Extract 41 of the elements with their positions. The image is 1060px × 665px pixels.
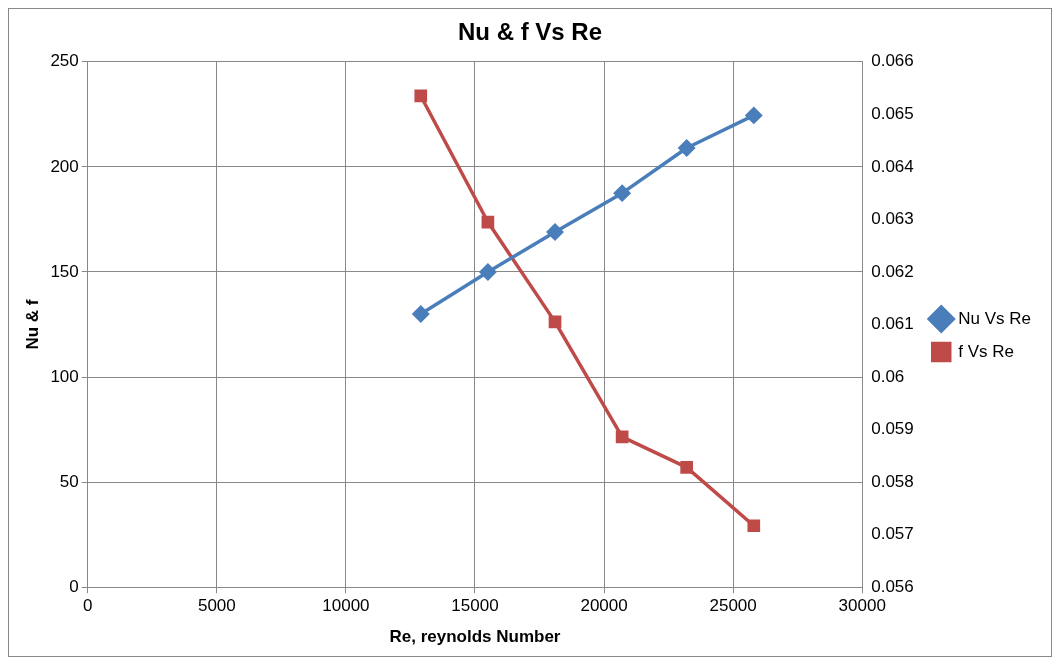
x-axis-title: Re, reynolds Number — [389, 627, 561, 647]
y-tick-label: 0 — [69, 576, 79, 596]
point — [412, 305, 430, 323]
y2-tick-label: 0.062 — [871, 261, 914, 281]
point — [680, 461, 694, 474]
y2-tick-label: 0.064 — [871, 156, 914, 176]
point — [548, 315, 562, 329]
chart-title: Nu & f Vs Re — [457, 18, 603, 46]
legend-label: f Vs Re — [958, 341, 1014, 361]
y-axis-title: Nu & f — [22, 299, 42, 350]
y-tick-label: 50 — [59, 471, 79, 491]
y2-tick-label: 0.058 — [871, 471, 914, 491]
y-tick-label: 150 — [50, 261, 79, 281]
x-tick-label: 0 — [83, 596, 93, 616]
x-tick-label: 5000 — [197, 596, 236, 616]
x-tick-label: 30000 — [838, 596, 886, 616]
x-tick-label: 20000 — [580, 596, 628, 616]
y-tick-label: 200 — [50, 156, 79, 176]
x-tick-label: 15000 — [451, 596, 499, 616]
y2-tick-label: 0.061 — [871, 314, 914, 334]
y2-tick-label: 0.059 — [871, 419, 914, 439]
point — [546, 223, 564, 241]
y-tick-label: 250 — [50, 51, 79, 71]
y2-tick-label: 0.056 — [871, 576, 914, 596]
point — [481, 215, 495, 229]
x-tick-label: 25000 — [709, 596, 757, 616]
y2-tick-label: 0.057 — [871, 524, 914, 544]
y2-tick-label: 0.065 — [871, 104, 914, 124]
y2-tick-label: 0.066 — [871, 51, 914, 71]
point — [414, 89, 428, 103]
point — [479, 263, 497, 281]
legend-label: Nu Vs Re — [958, 308, 1031, 328]
x-tick-label: 10000 — [322, 596, 370, 616]
point — [615, 430, 629, 444]
y-tick-label: 100 — [50, 366, 79, 386]
point — [747, 519, 761, 533]
y2-tick-label: 0.06 — [871, 366, 905, 386]
point — [745, 107, 763, 124]
y2-tick-label: 0.063 — [871, 209, 914, 229]
point — [613, 184, 631, 202]
point — [678, 139, 695, 157]
